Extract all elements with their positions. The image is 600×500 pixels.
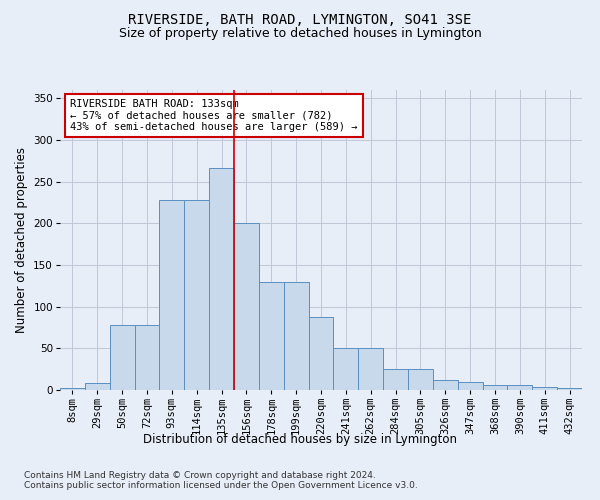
- Bar: [508, 385, 532, 390]
- Bar: [458, 382, 482, 390]
- Bar: [557, 388, 582, 390]
- Bar: [209, 168, 234, 390]
- Bar: [160, 200, 184, 390]
- Text: Contains HM Land Registry data © Crown copyright and database right 2024.
Contai: Contains HM Land Registry data © Crown c…: [24, 470, 418, 490]
- Text: RIVERSIDE BATH ROAD: 133sqm
← 57% of detached houses are smaller (782)
43% of se: RIVERSIDE BATH ROAD: 133sqm ← 57% of det…: [70, 99, 358, 132]
- Bar: [334, 348, 358, 390]
- Bar: [85, 384, 110, 390]
- Bar: [259, 282, 284, 390]
- Text: RIVERSIDE, BATH ROAD, LYMINGTON, SO41 3SE: RIVERSIDE, BATH ROAD, LYMINGTON, SO41 3S…: [128, 12, 472, 26]
- Text: Distribution of detached houses by size in Lymington: Distribution of detached houses by size …: [143, 432, 457, 446]
- Bar: [433, 380, 458, 390]
- Bar: [60, 388, 85, 390]
- Bar: [284, 282, 308, 390]
- Bar: [134, 325, 160, 390]
- Y-axis label: Number of detached properties: Number of detached properties: [15, 147, 28, 333]
- Bar: [482, 385, 508, 390]
- Text: Size of property relative to detached houses in Lymington: Size of property relative to detached ho…: [119, 28, 481, 40]
- Bar: [234, 224, 259, 390]
- Bar: [358, 348, 383, 390]
- Bar: [408, 369, 433, 390]
- Bar: [110, 325, 134, 390]
- Bar: [532, 386, 557, 390]
- Bar: [184, 200, 209, 390]
- Bar: [383, 369, 408, 390]
- Bar: [308, 316, 334, 390]
